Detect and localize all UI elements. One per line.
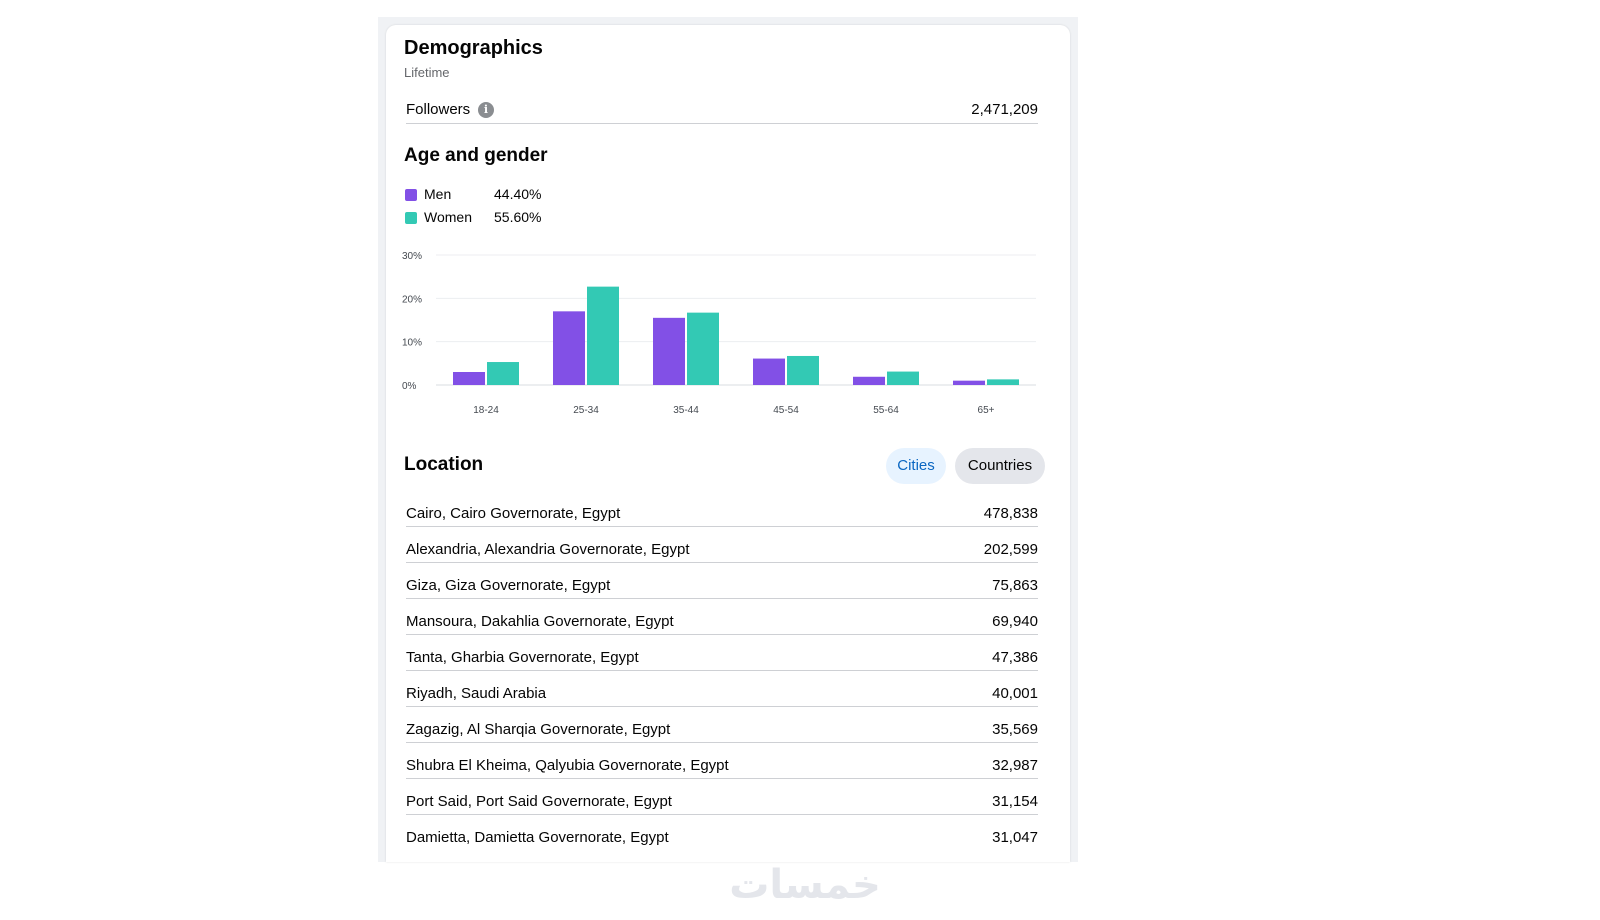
- info-icon[interactable]: i: [478, 102, 494, 118]
- bar-women-35-44[interactable]: [687, 312, 719, 385]
- x-tick-label: 45-54: [773, 405, 799, 416]
- location-row-name: Shubra El Kheima, Qalyubia Governorate, …: [406, 757, 729, 774]
- x-tick-label: 65+: [978, 405, 995, 416]
- divider: [406, 562, 1038, 563]
- divider: [406, 814, 1038, 815]
- page-title: Demographics: [404, 37, 543, 59]
- y-tick-label: 10%: [402, 338, 422, 349]
- location-row-value: 478,838: [983, 505, 1038, 522]
- followers-value: 2,471,209: [971, 101, 1038, 118]
- location-row-name: Alexandria, Alexandria Governorate, Egyp…: [406, 541, 690, 558]
- bar-women-55-64[interactable]: [887, 371, 919, 385]
- divider: [406, 598, 1038, 599]
- legend-women-swatch: [405, 212, 417, 224]
- tab-cities[interactable]: Cities: [886, 448, 946, 484]
- legend-men-label: Men: [424, 186, 452, 202]
- y-tick-label: 0%: [402, 381, 417, 392]
- bar-women-25-34[interactable]: [587, 286, 619, 385]
- period-label: Lifetime: [404, 65, 450, 80]
- bar-women-18-24[interactable]: [487, 362, 519, 385]
- followers-label: Followers: [406, 101, 471, 118]
- divider: [406, 670, 1038, 671]
- location-row-name: Giza, Giza Governorate, Egypt: [406, 577, 611, 594]
- location-row-value: 31,154: [992, 793, 1038, 810]
- bar-women-45-54[interactable]: [787, 355, 819, 385]
- tab-countries[interactable]: Countries: [955, 448, 1045, 484]
- divider: [406, 706, 1038, 707]
- divider: [406, 123, 1038, 124]
- location-title: Location: [404, 454, 484, 475]
- bar-men-55-64[interactable]: [853, 376, 885, 385]
- demographics-card: [386, 25, 1070, 862]
- legend-women-value: 55.60%: [494, 209, 542, 225]
- age-gender-chart: 0% 10% 20% 30% 18-24 25-34 35-44 45-54 55-64 65+: [402, 251, 1036, 416]
- location-row-name: Riyadh, Saudi Arabia: [406, 685, 547, 702]
- bar-women-65+[interactable]: [987, 379, 1019, 385]
- location-row-name: Zagazig, Al Sharqia Governorate, Egypt: [406, 721, 671, 738]
- location-row-name: Port Said, Port Said Governorate, Egypt: [406, 793, 672, 810]
- location-row-value: 31,047: [992, 829, 1038, 846]
- bar-men-25-34[interactable]: [553, 311, 585, 385]
- location-row-name: Cairo, Cairo Governorate, Egypt: [406, 505, 621, 522]
- divider: [406, 634, 1038, 635]
- x-tick-label: 25-34: [573, 405, 599, 416]
- divider: [406, 526, 1038, 527]
- x-tick-label: 55-64: [873, 405, 899, 416]
- bar-men-35-44[interactable]: [653, 317, 685, 385]
- location-row-name: Tanta, Gharbia Governorate, Egypt: [406, 649, 639, 666]
- location-row-name: Mansoura, Dakahlia Governorate, Egypt: [406, 613, 674, 630]
- legend-women-label: Women: [424, 209, 472, 225]
- bar-men-65+[interactable]: [953, 380, 985, 385]
- location-row-value: 202,599: [983, 541, 1038, 558]
- location-row-name: Damietta, Damietta Governorate, Egypt: [406, 829, 669, 846]
- location-row-value: 35,569: [992, 721, 1038, 738]
- divider: [406, 778, 1038, 779]
- y-tick-label: 30%: [402, 251, 422, 262]
- location-row-value: 75,863: [992, 577, 1038, 594]
- watermark-logo: خمسات: [729, 862, 881, 908]
- location-row-value: 47,386: [992, 649, 1038, 666]
- x-tick-label: 18-24: [473, 405, 499, 416]
- bar-men-45-54[interactable]: [753, 358, 785, 385]
- divider: [406, 742, 1038, 743]
- location-row-value: 69,940: [992, 613, 1038, 630]
- location-row-value: 32,987: [992, 757, 1038, 774]
- legend-men-swatch: [405, 189, 417, 201]
- location-row-value: 40,001: [992, 685, 1038, 702]
- legend-men-value: 44.40%: [494, 186, 542, 202]
- y-tick-label: 20%: [402, 294, 422, 305]
- bar-men-18-24[interactable]: [453, 372, 485, 385]
- age-gender-title: Age and gender: [404, 145, 548, 166]
- x-tick-label: 35-44: [673, 405, 699, 416]
